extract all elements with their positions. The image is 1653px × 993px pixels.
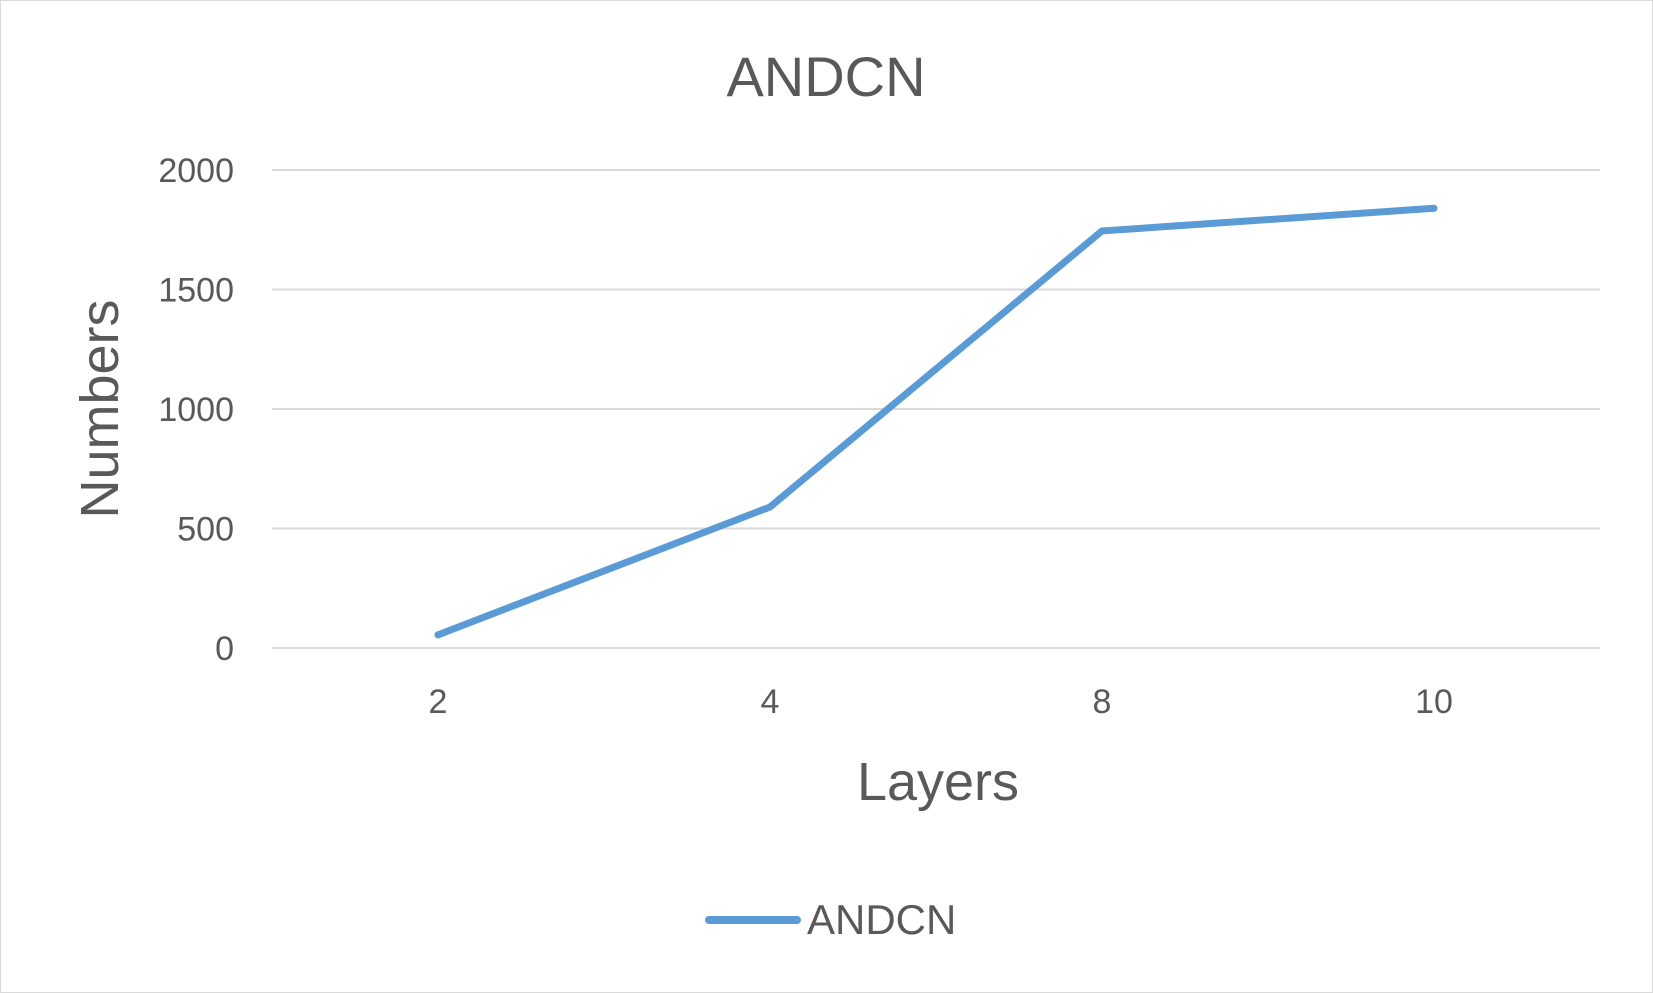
y-axis-title: Numbers — [70, 299, 130, 518]
x-tick-label: 2 — [429, 683, 448, 721]
x-axis-title: Layers — [857, 752, 1019, 812]
data-point — [434, 631, 442, 639]
y-axis-tick-labels: 0 500 1000 1500 2000 — [158, 152, 234, 668]
series-line-0 — [434, 204, 1438, 639]
x-tick-label: 4 — [761, 683, 780, 721]
gridlines — [272, 169, 1600, 649]
y-tick-label: 2000 — [158, 152, 234, 190]
x-axis-tick-labels: 2 4 8 10 — [429, 683, 1453, 721]
y-tick-label: 1500 — [158, 272, 234, 310]
chart-title: ANDCN — [726, 45, 925, 108]
x-tick-label: 10 — [1415, 683, 1453, 721]
data-point — [1098, 227, 1106, 235]
y-tick-label: 0 — [215, 630, 234, 668]
legend: ANDCN — [705, 896, 956, 943]
y-tick-label: 1000 — [158, 391, 234, 429]
legend-series-label: ANDCN — [807, 896, 956, 943]
data-point — [1430, 204, 1438, 212]
data-point — [766, 503, 774, 511]
y-tick-label: 500 — [177, 511, 234, 549]
x-tick-label: 8 — [1093, 683, 1112, 721]
series-layer — [434, 204, 1438, 639]
